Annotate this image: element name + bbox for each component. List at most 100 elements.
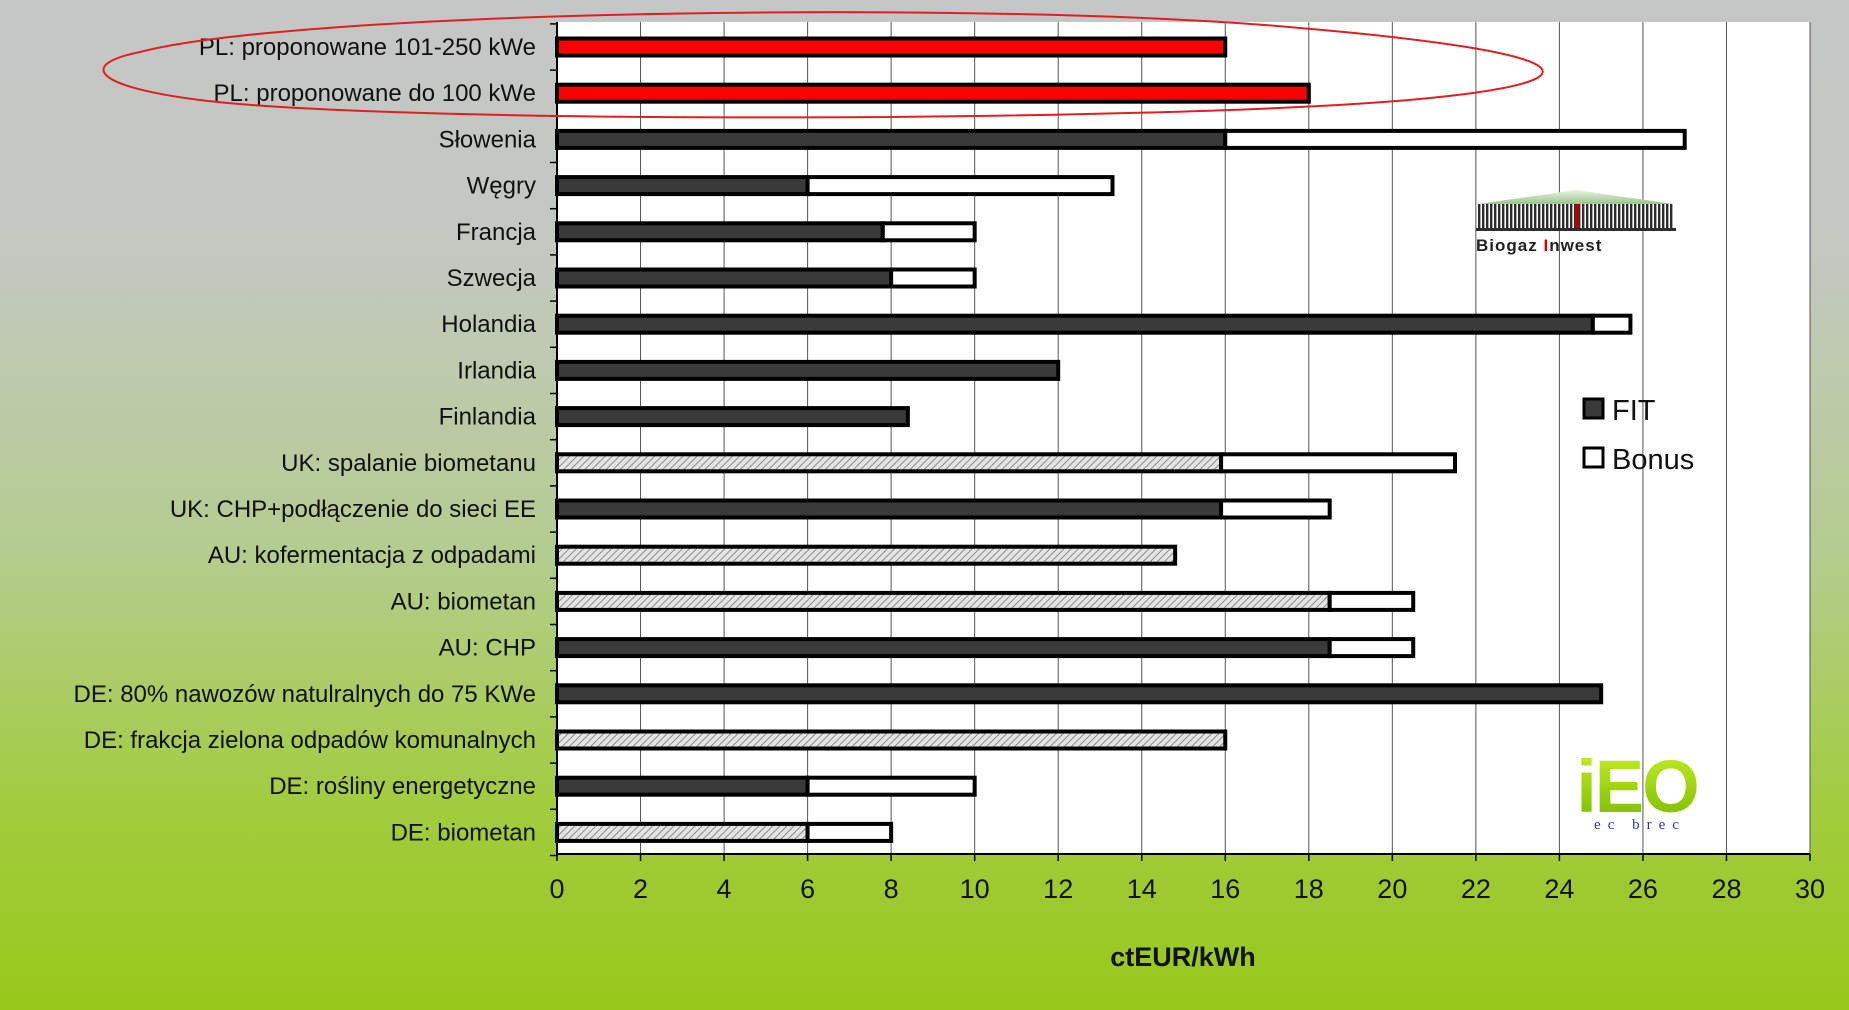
logo-stripe [1666,204,1669,228]
x-tick-label: 14 [1127,874,1157,904]
x-tick-label: 24 [1544,874,1574,904]
category-label: Francja [456,219,537,246]
logo-stripe [1642,204,1645,228]
logo-stripe [1554,204,1557,228]
logo-stripe [1502,204,1505,228]
logo-stripe [1626,204,1629,228]
logo-stripe [1494,204,1497,228]
bar-bonus [1590,313,1633,335]
bar-fit [555,267,894,289]
category-label: Holandia [441,311,536,338]
x-tick-label: 26 [1628,874,1658,904]
category-label: UK: spalanie biometanu [281,450,536,477]
x-tick-label: 8 [884,874,899,904]
bar-bonus [1327,590,1416,612]
category-label: DE: 80% nawozów natulralnych do 75 KWe [74,681,536,708]
x-tick-label: 12 [1043,874,1073,904]
logo-stripe [1646,204,1649,228]
logo-base [1476,228,1676,231]
category-labels: PL: proponowane 101-250 kWe PL: proponowa… [74,34,537,846]
bar-fit [555,406,910,428]
bar-fit [555,590,1332,612]
category-label: AU: CHP [439,635,536,662]
legend: FIT Bonus [1582,395,1694,476]
logo-stripe [1670,204,1673,228]
logo-stripe [1550,204,1553,228]
logo-stripe [1490,204,1493,228]
x-tick-label: 0 [549,874,564,904]
logo-stripe [1522,204,1525,228]
x-tick-label: 2 [633,874,648,904]
logo-stripe [1594,204,1597,228]
bar-bonus [880,221,977,243]
bar-fit [555,175,810,197]
logo-stripe [1538,204,1541,228]
bar-fit [555,775,810,797]
logo-stripe [1570,204,1573,228]
bar-fit [555,359,1061,381]
x-tick-label: 30 [1795,874,1825,904]
category-label: Finlandia [439,404,537,431]
x-tick-label: 10 [960,874,990,904]
category-label: AU: kofermentacja z odpadami [208,542,536,569]
logo-stripe [1602,204,1605,228]
logo-stripe [1586,204,1589,228]
bar-fit [555,821,810,843]
legend-swatch-fit [1582,397,1605,420]
logo-stripe [1606,204,1609,228]
bar-bonus [805,175,1115,197]
logo-stripe [1510,204,1513,228]
x-tick-label: 22 [1461,874,1491,904]
logo-stripe [1614,204,1617,228]
logo-stripe [1514,204,1517,228]
legend-label-fit: FIT [1612,395,1656,427]
category-label: DE: frakcja zielona odpadów komunalnych [84,727,536,754]
logo-stripe [1590,204,1593,228]
category-label: Irlandia [457,357,536,384]
plot-area [557,22,1810,854]
logo-stripe [1526,204,1529,228]
bar-bonus [805,821,894,843]
bar-fit [555,729,1228,751]
bar-bonus [1219,498,1332,520]
bar-fit [555,544,1178,566]
x-axis-label: ctEUR/kWh [1110,942,1256,972]
logo-stripe [1662,204,1665,228]
x-tick-label: 16 [1210,874,1240,904]
bar-bonus [1223,128,1687,150]
x-ticks: 0 2 4 6 8 10 12 14 16 18 20 22 24 26 28 30 [549,22,1825,904]
bar-fit [555,637,1332,659]
logo-stripe [1582,204,1585,228]
logo-stripe [1578,204,1581,228]
logo-stripe [1518,204,1521,228]
logo-stripe [1482,204,1485,228]
category-label: Słowenia [439,126,537,153]
logo-stripe [1530,204,1533,228]
bar-fit [555,128,1228,150]
logo-stripe [1498,204,1501,228]
logo-stripe [1650,204,1653,228]
logo-stripe [1566,204,1569,228]
bar-bonus [1219,452,1457,474]
logo-stripe [1506,204,1509,228]
bar-fit [555,313,1595,335]
gridlines [640,22,1811,854]
category-label: PL: proponowane do 100 kWe [214,80,536,107]
category-label: Szwecja [447,265,537,292]
category-label: Węgry [467,173,536,200]
x-tick-label: 28 [1711,874,1741,904]
biogaz-inwest-logo: Biogaz Inwest [1476,190,1676,255]
legend-swatch-bonus [1582,446,1605,469]
x-tick-label: 6 [800,874,815,904]
logo-stripe [1654,204,1657,228]
logo-stripe [1622,204,1625,228]
logo-stripe [1598,204,1601,228]
ieo-ec-brec-logo: iEO ec brec [1576,745,1699,833]
bar-fit [555,498,1224,520]
x-tick-label: 18 [1294,874,1324,904]
category-label: AU: biometan [391,588,536,615]
logo-stripe [1542,204,1545,228]
bar-bonus [889,267,977,289]
bar-fit [555,221,885,243]
